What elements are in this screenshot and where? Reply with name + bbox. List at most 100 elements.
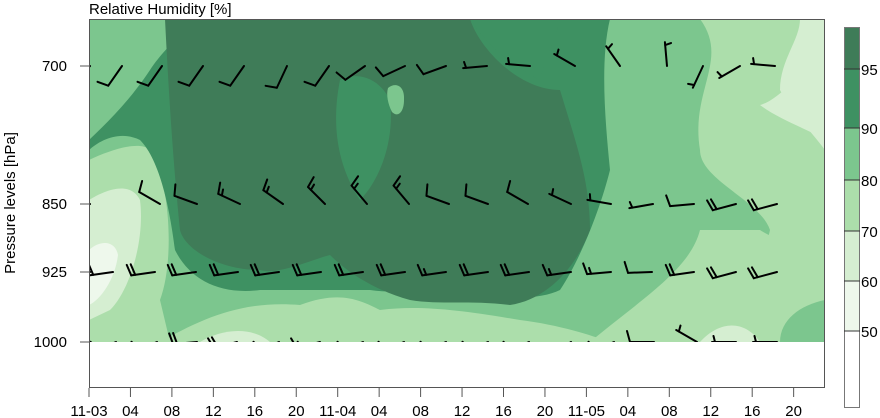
wind-barb — [374, 65, 406, 78]
colorbar-label: 80 — [861, 173, 878, 190]
contour-90-95-pocket — [336, 76, 391, 200]
x-tick-label: 08 — [661, 403, 678, 418]
contour-80-90-topleft — [89, 19, 155, 60]
wind-barb — [675, 324, 698, 342]
wind-barb — [303, 65, 330, 87]
wind-barb — [458, 263, 489, 277]
contour-60-70-right2 — [760, 60, 825, 140]
colorbar-label: 95 — [861, 62, 878, 79]
contour-fills — [89, 19, 825, 342]
wind-barb — [290, 337, 321, 342]
x-tick-label: 20 — [537, 403, 554, 418]
wind-barb — [505, 57, 531, 67]
y-axis-label: Pressure levels [hPa] — [2, 132, 19, 274]
y-tick-label: 850 — [42, 196, 67, 213]
x-tick-label: 16 — [744, 403, 761, 418]
wind-barb — [464, 183, 489, 205]
wind-barb — [716, 65, 741, 79]
wind-barb — [375, 263, 406, 277]
wind-barb — [626, 330, 655, 342]
wind-barb — [136, 65, 163, 87]
wind-barb — [665, 194, 695, 208]
colorbar-label: 60 — [861, 274, 878, 291]
wind-barb — [687, 65, 704, 89]
wind-barb — [218, 65, 245, 87]
colorbar-label: 50 — [861, 324, 878, 341]
colorbar-label: 70 — [861, 224, 878, 241]
wind-barb — [350, 175, 368, 205]
x-tick-label: 16 — [246, 403, 263, 418]
colorbar-label: 90 — [861, 121, 878, 138]
wind-barb — [706, 198, 737, 212]
contour-60-70-lowband — [200, 331, 270, 342]
y-tick-label: 700 — [42, 58, 67, 75]
wind-barb — [249, 263, 280, 277]
colorbar-segment — [844, 180, 860, 231]
x-tick-label: 16 — [495, 403, 512, 418]
contour-60-70-bottom-right — [700, 325, 760, 342]
wind-barb — [747, 266, 778, 280]
wind-barb — [506, 179, 529, 205]
wind-barb — [664, 263, 695, 277]
x-tick-label: 12 — [702, 403, 719, 418]
wind-barb — [177, 65, 204, 87]
wind-barb — [173, 183, 198, 205]
x-tick-label: 04 — [122, 403, 139, 418]
x-tick-label: 04 — [620, 403, 637, 418]
wind-barb — [89, 65, 91, 69]
wind-barb — [415, 63, 447, 76]
x-tick-label: 11-03 — [70, 403, 107, 418]
wind-barb — [711, 335, 737, 342]
wind-barb — [706, 266, 737, 280]
wind-barb — [264, 65, 288, 89]
wind-barb — [168, 332, 198, 342]
wind-barb — [582, 262, 612, 276]
wind-barb — [747, 198, 778, 212]
wind-barb — [307, 176, 326, 205]
x-tick-label: 11-05 — [568, 403, 605, 418]
colorbar-segment — [844, 69, 860, 128]
wind-barb — [125, 263, 156, 277]
contour-70-80-lower-right — [590, 230, 825, 342]
wind-barb — [335, 65, 366, 81]
colorbar-segment — [844, 128, 860, 180]
wind-barb — [623, 260, 653, 274]
wind-barb — [752, 335, 778, 342]
wind-barb — [166, 263, 197, 277]
wind-barb — [217, 181, 241, 205]
wind-barb — [138, 179, 161, 205]
wind-barb — [605, 43, 621, 67]
contour-80-90-pocket — [387, 85, 405, 115]
chart-title: Relative Humidity [%] — [89, 1, 232, 18]
x-tick-label: 20 — [785, 403, 802, 418]
wind-barb — [425, 183, 450, 205]
wind-barb — [333, 263, 364, 277]
wind-barb — [392, 175, 410, 205]
x-tick-label: 08 — [164, 403, 181, 418]
y-tick-label: 925 — [42, 264, 67, 281]
wind-barb — [499, 263, 530, 277]
colorbar-segment — [844, 27, 860, 69]
x-tick-label: 12 — [205, 403, 222, 418]
contour-70-80-lowband — [160, 297, 610, 342]
wind-barb — [663, 41, 673, 67]
x-tick-label: 11-04 — [319, 403, 356, 418]
wind-barb — [628, 200, 654, 210]
y-tick-label: 1000 — [34, 334, 67, 351]
contour-80-90-bottom-right — [780, 300, 825, 342]
y-axis: 700 850 925 1000 — [34, 58, 89, 351]
wind-barb — [541, 263, 572, 277]
contour-90-95-top — [470, 19, 560, 80]
colorbar-frame — [844, 27, 860, 408]
wind-barb — [291, 263, 322, 277]
plot-area — [89, 19, 825, 388]
plot-frame — [89, 19, 825, 388]
x-tick-label: 20 — [288, 403, 305, 418]
x-tick-label: 12 — [454, 403, 471, 418]
wind-barb — [262, 178, 284, 205]
colorbar-segment — [844, 231, 860, 281]
wind-barb — [553, 48, 576, 67]
x-tick-label: 08 — [412, 403, 429, 418]
colorbar-segment — [844, 331, 860, 408]
